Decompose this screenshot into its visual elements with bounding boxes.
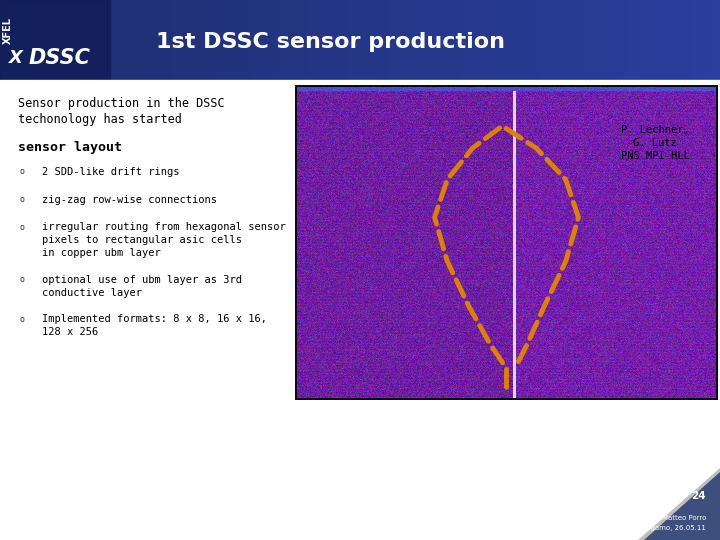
Text: Matteo Porro: Matteo Porro bbox=[662, 515, 706, 521]
Text: in copper ubm layer: in copper ubm layer bbox=[42, 248, 161, 258]
Text: P. Lechner,: P. Lechner, bbox=[621, 125, 689, 135]
Text: 128 x 256: 128 x 256 bbox=[42, 327, 98, 337]
Text: irregular routing from hexagonal sensor: irregular routing from hexagonal sensor bbox=[42, 222, 286, 232]
Text: techonology has started: techonology has started bbox=[18, 113, 182, 126]
Text: optional use of ubm layer as 3rd: optional use of ubm layer as 3rd bbox=[42, 275, 242, 285]
Text: o: o bbox=[20, 167, 25, 177]
Polygon shape bbox=[638, 468, 720, 540]
Text: o: o bbox=[20, 275, 25, 285]
Text: conductive layer: conductive layer bbox=[42, 288, 142, 298]
Text: o: o bbox=[20, 195, 25, 205]
Text: 24: 24 bbox=[691, 491, 706, 501]
Text: DSSC: DSSC bbox=[29, 48, 91, 68]
Text: sensor layout: sensor layout bbox=[18, 141, 122, 154]
Text: pixels to rectangular asic cells: pixels to rectangular asic cells bbox=[42, 235, 242, 245]
Text: XFEL: XFEL bbox=[3, 17, 13, 44]
Text: o: o bbox=[20, 222, 25, 232]
Text: Implemented formats: 8 x 8, 16 x 16,: Implemented formats: 8 x 8, 16 x 16, bbox=[42, 314, 267, 324]
Text: PNS MPI-HLL: PNS MPI-HLL bbox=[621, 151, 689, 161]
Polygon shape bbox=[644, 472, 720, 540]
Text: 2 SDD-like drift rings: 2 SDD-like drift rings bbox=[42, 167, 179, 177]
Text: Sensor production in the DSSC: Sensor production in the DSSC bbox=[18, 98, 225, 111]
Text: o: o bbox=[20, 314, 25, 323]
Text: G. Lutz: G. Lutz bbox=[633, 138, 677, 148]
Text: X: X bbox=[9, 49, 23, 66]
Text: zig-zag row-wise connections: zig-zag row-wise connections bbox=[42, 195, 217, 205]
Text: 1st DSSC sensor production: 1st DSSC sensor production bbox=[156, 32, 505, 52]
Text: FEI 2011 Bergamo, 26.05.11: FEI 2011 Bergamo, 26.05.11 bbox=[606, 525, 706, 531]
